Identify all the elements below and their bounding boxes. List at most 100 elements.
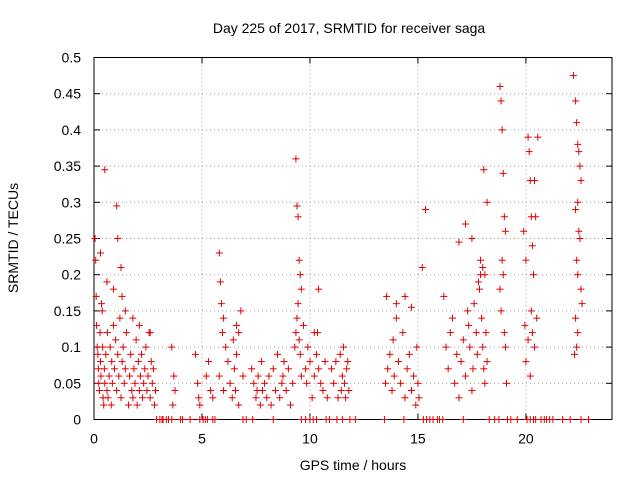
data-point: [338, 372, 346, 380]
data-point: [502, 379, 510, 387]
data-point: [461, 220, 469, 228]
data-point: [501, 227, 509, 235]
data-point: [482, 329, 490, 337]
data-point: [235, 401, 243, 409]
data-point: [574, 329, 582, 337]
data-point: [401, 292, 409, 300]
data-point: [529, 271, 537, 279]
data-point: [169, 401, 177, 409]
data-point: [135, 321, 143, 329]
data-point: [306, 358, 314, 366]
data-point: [132, 336, 140, 344]
data-point: [310, 329, 318, 337]
data-point: [220, 314, 228, 322]
data-point: [312, 416, 320, 423]
data-point: [319, 387, 327, 395]
data-point: [414, 379, 422, 387]
data-point: [100, 365, 108, 373]
data-point: [455, 394, 463, 402]
data-point: [497, 307, 505, 315]
data-point: [524, 133, 532, 141]
data-point: [106, 343, 114, 351]
data-point: [496, 285, 504, 293]
data-point: [296, 271, 304, 279]
data-point: [131, 379, 139, 387]
data-point: [481, 379, 489, 387]
data-point: [133, 401, 141, 409]
data-point: [108, 379, 116, 387]
axis-ticks: [93, 57, 612, 420]
data-point: [448, 314, 456, 322]
data-point: [421, 206, 429, 214]
data-point: [252, 394, 260, 402]
data-point: [459, 336, 467, 344]
data-point: [534, 133, 542, 141]
data-point: [147, 358, 155, 366]
data-point: [119, 343, 127, 351]
data-point: [439, 416, 447, 423]
data-point: [101, 166, 109, 174]
data-point: [292, 329, 300, 337]
data-point: [440, 292, 448, 300]
data-point: [96, 329, 104, 337]
data-point: [304, 343, 312, 351]
data-point: [139, 394, 147, 402]
data-point: [577, 177, 585, 185]
data-point: [459, 416, 467, 423]
data-point: [168, 416, 176, 423]
y-tick-label: 0.5: [62, 50, 82, 66]
data-point: [279, 372, 287, 380]
data-point: [442, 343, 450, 351]
data-point: [465, 321, 473, 329]
data-point: [520, 227, 528, 235]
data-point: [135, 387, 143, 395]
data-point: [109, 285, 117, 293]
data-point: [138, 350, 146, 358]
data-point: [569, 72, 577, 80]
data-point: [148, 379, 156, 387]
data-point: [451, 379, 459, 387]
data-point: [585, 416, 593, 423]
data-point: [559, 416, 567, 423]
data-point: [140, 379, 148, 387]
data-point: [399, 329, 407, 337]
data-point: [113, 387, 121, 395]
data-point: [215, 249, 223, 257]
data-point: [405, 350, 413, 358]
data-point: [573, 119, 581, 127]
data-point: [195, 394, 203, 402]
data-point: [532, 213, 540, 221]
data-point: [100, 401, 108, 409]
data-point: [294, 300, 302, 308]
x-tick-labels: 0 5 10 15 20: [90, 431, 534, 447]
data-point: [96, 358, 104, 366]
data-point: [149, 365, 157, 373]
chart-title: Day 225 of 2017, SRMTID for receiver sag…: [213, 20, 486, 36]
data-point: [257, 358, 265, 366]
y-tick-label: 0.25: [54, 231, 81, 247]
data-point: [115, 372, 123, 380]
data-point: [295, 336, 303, 344]
x-tick-label: 0: [90, 431, 98, 447]
data-point: [525, 148, 533, 156]
data-points: [91, 72, 593, 423]
data-point: [97, 372, 105, 380]
data-point: [315, 365, 323, 373]
data-point: [576, 235, 584, 242]
data-point: [256, 401, 264, 409]
data-point: [475, 285, 483, 293]
data-point: [407, 387, 415, 395]
data-point: [134, 358, 142, 366]
data-point: [572, 314, 580, 322]
data-point: [498, 126, 506, 134]
data-point: [321, 358, 329, 366]
data-point: [125, 401, 133, 409]
data-point: [566, 416, 574, 423]
data-point: [250, 379, 258, 387]
data-point: [397, 379, 405, 387]
data-point: [522, 256, 530, 264]
data-point: [91, 235, 99, 242]
data-point: [209, 394, 217, 402]
data-point: [388, 387, 396, 395]
